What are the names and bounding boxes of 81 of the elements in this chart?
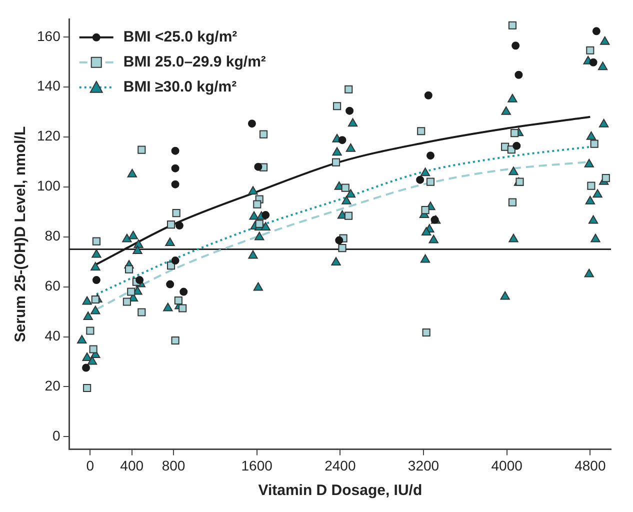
point (424, 91, 432, 100)
point (89, 345, 98, 354)
point (172, 209, 180, 218)
point (426, 152, 434, 160)
point (333, 102, 342, 110)
point (587, 182, 596, 190)
y-axis-title: Serum 25-(OH)D Level, nmol/L (12, 126, 30, 342)
point (586, 46, 594, 54)
point (341, 184, 350, 192)
point (422, 328, 430, 337)
point (589, 58, 598, 66)
point (590, 140, 598, 148)
y-tick-label: 80 (44, 228, 61, 244)
legend-label: BMI <25.0 kg/m² (123, 28, 238, 46)
point (82, 364, 90, 372)
point (338, 244, 346, 252)
point (255, 220, 264, 228)
x-tick-label: 1600 (241, 457, 273, 474)
x-tick-label: 400 (120, 457, 144, 474)
point (178, 304, 187, 312)
x-tick-label: 800 (162, 457, 186, 474)
point (166, 280, 174, 288)
point (344, 212, 353, 220)
point (508, 21, 516, 30)
point (136, 276, 144, 284)
point (122, 298, 131, 306)
legend-label: BMI ≥30.0 kg/m² (123, 78, 237, 96)
point (514, 70, 523, 79)
x-tick-label: 4800 (574, 457, 606, 474)
point (417, 127, 426, 136)
y-tick-label: 0 (52, 428, 61, 444)
point (92, 276, 100, 284)
y-tick-label: 120 (37, 128, 61, 144)
y-tick-label: 140 (37, 78, 61, 94)
point (259, 130, 268, 138)
point (254, 162, 262, 171)
point (83, 384, 92, 392)
point (508, 198, 516, 206)
point (171, 146, 180, 155)
point (171, 336, 180, 345)
point (332, 158, 340, 166)
point (174, 296, 182, 305)
point (426, 178, 435, 186)
point (125, 265, 134, 274)
point (171, 256, 180, 265)
legend-label: BMI 25.0–29.9 kg/m² (123, 54, 266, 71)
point (262, 211, 270, 220)
point (512, 142, 521, 150)
point (346, 106, 354, 115)
point (171, 164, 180, 172)
point (416, 176, 424, 184)
point (344, 85, 353, 94)
x-tick-label: 2400 (324, 457, 356, 474)
y-tick-label: 160 (37, 28, 61, 44)
point (138, 146, 146, 154)
point (512, 42, 520, 50)
x-tick-label: 4000 (491, 457, 523, 474)
point (335, 236, 344, 244)
point (175, 222, 184, 230)
point (86, 326, 94, 335)
point (592, 27, 600, 36)
x-tick-label: 3200 (408, 457, 440, 474)
x-axis-title: Vitamin D Dosage, IU/d (258, 482, 422, 500)
point (602, 174, 610, 182)
point (510, 129, 519, 138)
point (253, 200, 262, 208)
point (338, 136, 346, 144)
y-tick-label: 20 (44, 378, 61, 394)
point (138, 308, 146, 316)
point (421, 206, 430, 214)
point (91, 295, 100, 304)
y-tick-label: 100 (37, 178, 61, 194)
y-tick-label: 40 (44, 328, 61, 344)
y-tick-label: 60 (44, 278, 61, 294)
x-tick-label: 0 (86, 457, 94, 474)
point (180, 288, 188, 296)
point (127, 288, 136, 296)
point (92, 237, 100, 246)
point (166, 220, 176, 229)
point (248, 120, 256, 128)
point (171, 180, 180, 188)
